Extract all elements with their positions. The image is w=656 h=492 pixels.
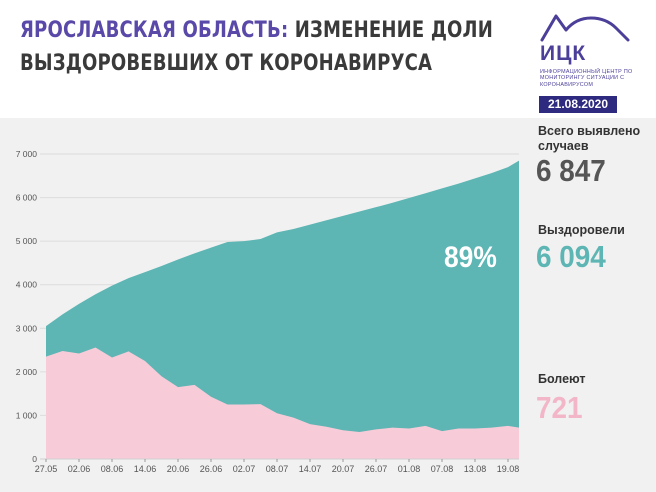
y-tick-label: 3 000 [16, 323, 38, 333]
x-tick-label: 27.05 [35, 464, 58, 474]
y-tick-label: 5 000 [16, 236, 38, 246]
y-tick-label: 6 000 [16, 193, 38, 203]
recovered-value: 6 094 [536, 239, 606, 274]
x-tick-label: 14.07 [299, 464, 322, 474]
x-tick-label: 08.07 [266, 464, 289, 474]
title-line2: ВЫЗДОРОВЕВШИХ ОТ КОРОНАВИРУСА [20, 51, 433, 76]
x-tick-label: 26.07 [365, 464, 388, 474]
page-title: ЯРОСЛАВСКАЯ ОБЛАСТЬ: ИЗМЕНЕНИЕ ДОЛИ ВЫЗД… [20, 14, 493, 80]
date-badge: 21.08.2020 [539, 96, 617, 113]
x-tick-label: 07.08 [431, 464, 454, 474]
x-tick-label: 26.06 [200, 464, 223, 474]
y-tick-label: 1 000 [16, 410, 38, 420]
y-tick-label: 2 000 [16, 367, 38, 377]
sick-area [46, 347, 519, 459]
title-rest: ИЗМЕНЕНИЕ ДОЛИ [288, 18, 493, 43]
ick-logo-icon [540, 14, 630, 42]
x-tick-label: 13.08 [464, 464, 487, 474]
total-label: Всего выявлено случаев [538, 124, 641, 153]
header: ЯРОСЛАВСКАЯ ОБЛАСТЬ: ИЗМЕНЕНИЕ ДОЛИ ВЫЗД… [0, 0, 656, 118]
x-tick-label: 01.08 [398, 464, 421, 474]
x-tick-label: 19.08 [497, 464, 520, 474]
logo-text: ИЦК [540, 42, 587, 65]
sick-label: Болеют [538, 372, 586, 386]
y-tick-label: 7 000 [16, 149, 38, 159]
recovered-percent: 89% [444, 241, 497, 274]
total-value: 6 847 [536, 153, 606, 188]
sick-value: 721 [536, 390, 583, 425]
title-region: ЯРОСЛАВСКАЯ ОБЛАСТЬ: [20, 18, 289, 43]
recovered-label: Выздоровели [538, 223, 625, 237]
x-tick-label: 14.06 [134, 464, 157, 474]
x-tick-label: 02.07 [233, 464, 256, 474]
logo-subtitle: ИНФОРМАЦИОННЫЙ ЦЕНТР ПО МОНИТОРИНГУ СИТУ… [540, 69, 633, 88]
y-tick-label: 0 [32, 454, 37, 464]
x-tick-label: 08.06 [101, 464, 124, 474]
x-tick-label: 02.06 [68, 464, 91, 474]
x-tick-label: 20.06 [167, 464, 190, 474]
x-tick-label: 20.07 [332, 464, 355, 474]
y-tick-label: 4 000 [16, 280, 38, 290]
